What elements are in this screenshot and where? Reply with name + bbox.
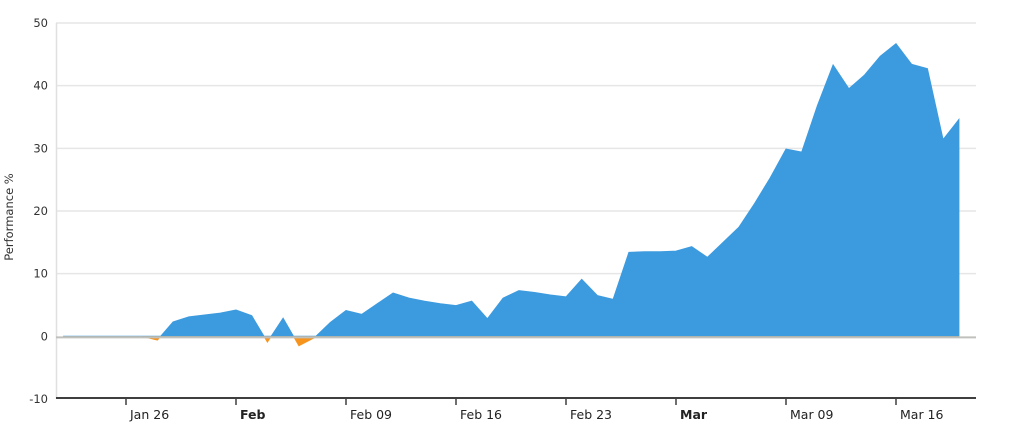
axes: [56, 336, 976, 405]
y-tick-label: 20: [33, 204, 48, 218]
y-axis-title: Performance %: [2, 173, 16, 261]
x-tick-label: Feb 23: [570, 407, 612, 422]
x-tick-label: Jan 26: [129, 407, 169, 422]
gridlines: [55, 22, 976, 399]
axis-labels: 50 40 30 20 10 0 -10 Jan 26 Feb Feb 09 Feb 16 Feb 2…: [29, 16, 943, 422]
x-tick-label: Mar 09: [790, 407, 834, 422]
x-tick-label: Mar: [680, 407, 708, 422]
x-tick-label: Feb 16: [460, 407, 502, 422]
x-tick-label: Feb: [240, 407, 266, 422]
y-tick-label: 10: [33, 267, 48, 281]
y-tick-label: 50: [33, 16, 48, 30]
y-tick-label: 0: [41, 329, 48, 343]
x-tick-label: Feb 09: [350, 407, 392, 422]
area-series: [63, 42, 960, 347]
y-tick-label: -10: [29, 392, 48, 406]
area-series-positive: [63, 42, 960, 337]
x-tick-label: Mar 16: [900, 407, 944, 422]
y-tick-label: 30: [33, 141, 48, 155]
y-tick-label: 40: [33, 79, 48, 93]
